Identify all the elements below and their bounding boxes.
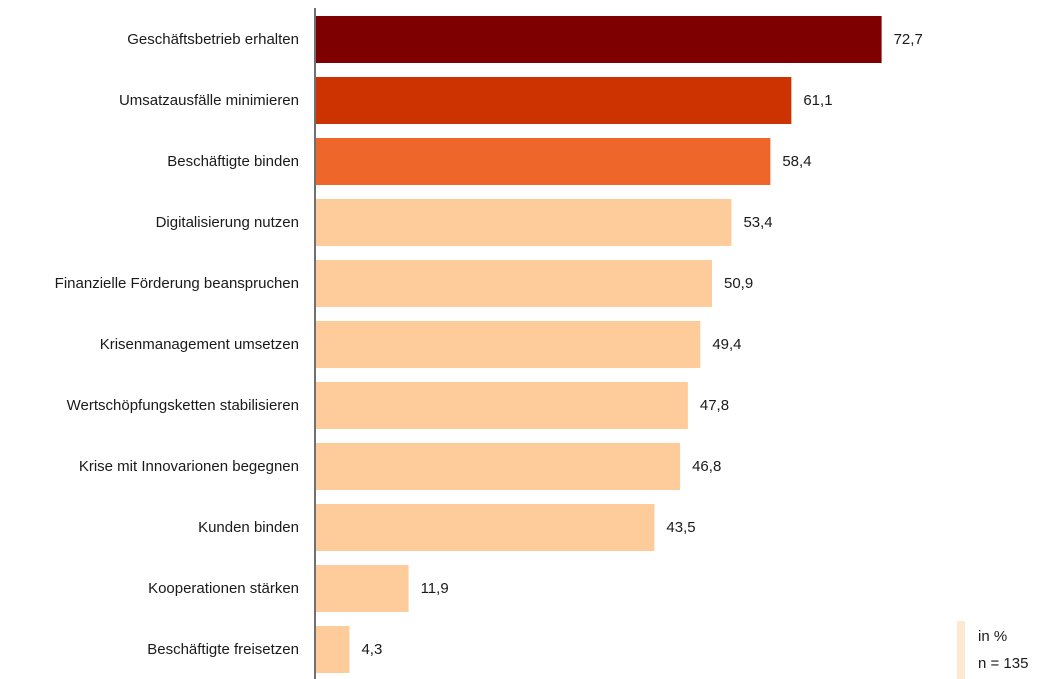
value-label: 49,4: [712, 336, 741, 353]
bar: [316, 77, 792, 124]
bar: [316, 138, 771, 185]
value-label: 72,7: [894, 31, 923, 48]
chart-rows: Geschäftsbetrieb erhalten 72,7 Umsatzausfä…: [55, 16, 923, 673]
category-label: Umsatzausfälle minimieren: [119, 92, 299, 109]
category-label: Beschäftigte binden: [167, 153, 299, 170]
sample-size-note: n = 135: [978, 655, 1029, 672]
value-label: 50,9: [724, 275, 753, 292]
category-label: Beschäftigte freisetzen: [147, 641, 299, 658]
bar: [316, 16, 882, 63]
value-label: 53,4: [743, 214, 772, 231]
bar: [316, 565, 409, 612]
value-label: 61,1: [803, 92, 832, 109]
category-label: Wertschöpfungsketten stabilisieren: [67, 397, 299, 414]
value-label: 58,4: [782, 153, 811, 170]
unit-note: in %: [978, 628, 1008, 645]
category-label: Finanzielle Förderung beanspruchen: [55, 275, 299, 292]
category-label: Digitalisierung nutzen: [156, 214, 299, 231]
value-label: 43,5: [666, 519, 695, 536]
category-label: Krise mit Innovarionen begegnen: [79, 458, 299, 475]
bar: [316, 382, 688, 429]
value-label: 47,8: [700, 397, 729, 414]
bar: [316, 504, 655, 551]
bar: [316, 321, 701, 368]
bar: [316, 626, 350, 673]
category-label: Kooperationen stärken: [148, 580, 299, 597]
bar: [316, 443, 681, 490]
legend-swatch: [957, 621, 965, 679]
bar: [316, 260, 713, 307]
value-label: 4,3: [361, 641, 382, 658]
value-label: 46,8: [692, 458, 721, 475]
category-label: Geschäftsbetrieb erhalten: [127, 31, 299, 48]
value-label: 11,9: [421, 580, 449, 597]
category-label: Krisenmanagement umsetzen: [100, 336, 299, 353]
category-label: Kunden binden: [198, 519, 299, 536]
bar: [316, 199, 732, 246]
